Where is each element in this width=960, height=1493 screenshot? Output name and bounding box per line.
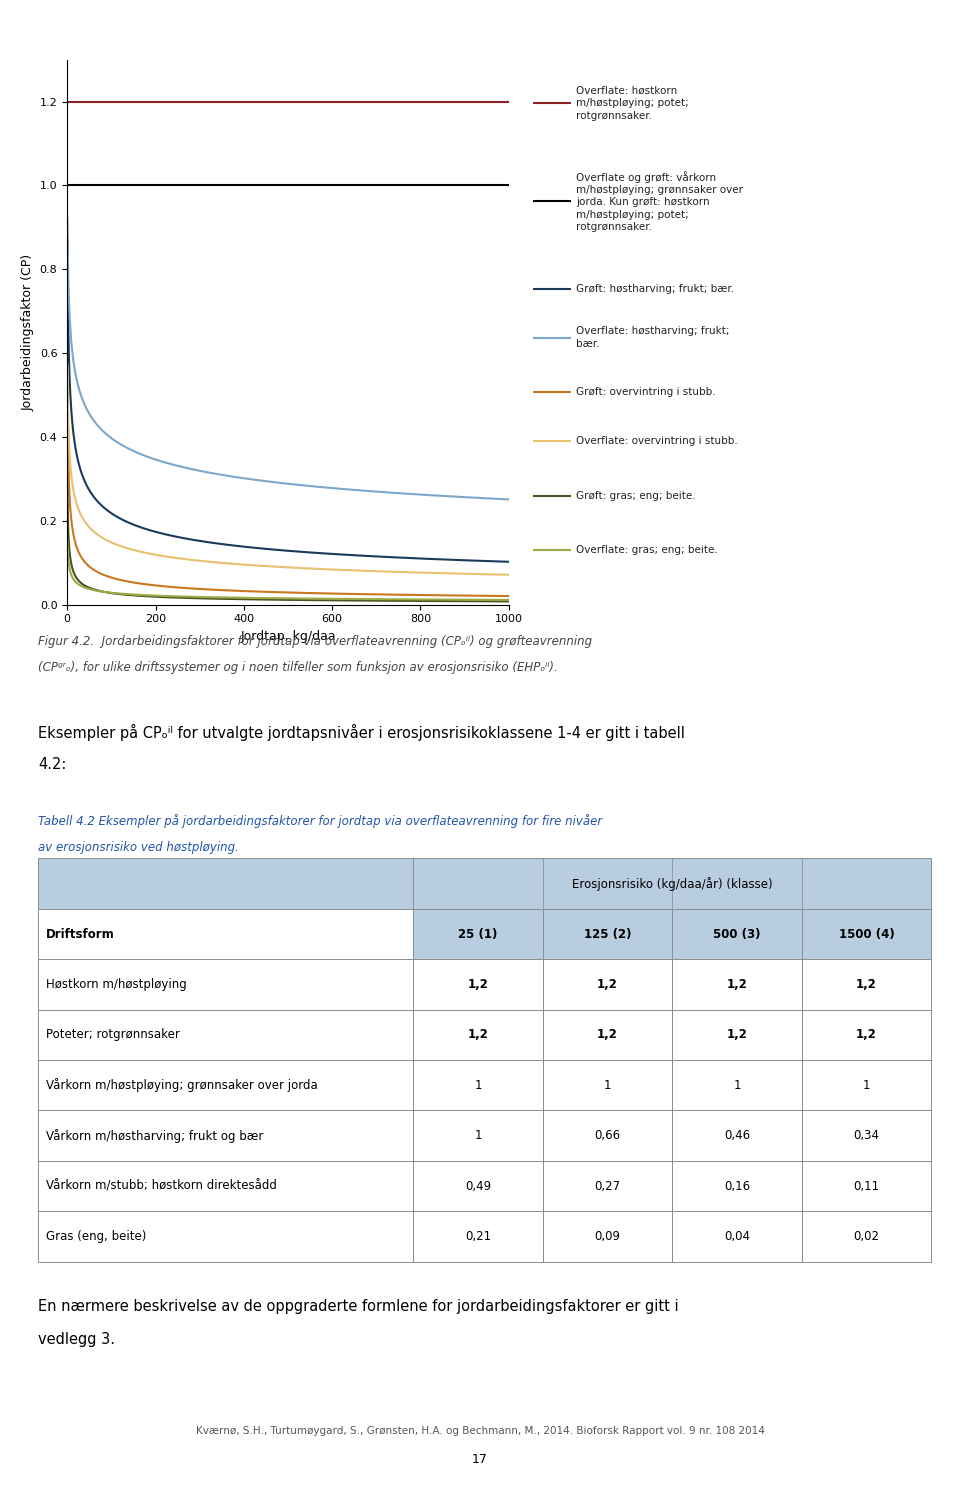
- Text: Figur 4.2.  Jordarbeidingsfaktorer for jordtap via overflateavrenning (CPₒⁱˡ) og: Figur 4.2. Jordarbeidingsfaktorer for jo…: [38, 635, 592, 648]
- X-axis label: Jordtap, kg/daa: Jordtap, kg/daa: [240, 630, 336, 643]
- Text: 1: 1: [604, 1079, 612, 1091]
- Text: Overflate: overvintring i stubb.: Overflate: overvintring i stubb.: [576, 436, 737, 446]
- Text: (CPᵍʳₒ), for ulike driftssystemer og i noen tilfeller som funksjon av erosjonsri: (CPᵍʳₒ), for ulike driftssystemer og i n…: [38, 661, 558, 675]
- Y-axis label: Jordarbeidingsfaktor (CP): Jordarbeidingsfaktor (CP): [21, 254, 35, 411]
- Text: 1,2: 1,2: [727, 978, 748, 991]
- Text: 0,11: 0,11: [853, 1179, 879, 1193]
- Text: 1,2: 1,2: [856, 978, 876, 991]
- Text: Poteter; rotgrønnsaker: Poteter; rotgrønnsaker: [46, 1029, 180, 1041]
- Text: 0,09: 0,09: [594, 1230, 620, 1242]
- Text: Overflate: høstkorn
m/høstpløying; potet;
rotgrønnsaker.: Overflate: høstkorn m/høstpløying; potet…: [576, 87, 688, 121]
- Text: 0,49: 0,49: [465, 1179, 492, 1193]
- Text: 125 (2): 125 (2): [584, 927, 632, 941]
- Text: Kværnø, S.H., Turtumøygard, S., Grønsten, H.A. og Bechmann, M., 2014. Bioforsk R: Kværnø, S.H., Turtumøygard, S., Grønsten…: [196, 1426, 764, 1436]
- Text: 17: 17: [472, 1453, 488, 1466]
- Text: En nærmere beskrivelse av de oppgraderte formlene for jordarbeidingsfaktorer er : En nærmere beskrivelse av de oppgraderte…: [38, 1299, 679, 1314]
- Text: Vårkorn m/stubb; høstkorn direktesådd: Vårkorn m/stubb; høstkorn direktesådd: [46, 1179, 276, 1193]
- Text: 1,2: 1,2: [468, 1029, 489, 1041]
- Text: 1: 1: [474, 1129, 482, 1142]
- Text: 1,2: 1,2: [468, 978, 489, 991]
- Text: 1,2: 1,2: [597, 978, 618, 991]
- Text: 500 (3): 500 (3): [713, 927, 760, 941]
- Text: 0,34: 0,34: [853, 1129, 879, 1142]
- Text: 1,2: 1,2: [856, 1029, 876, 1041]
- Text: Høstkorn m/høstpløying: Høstkorn m/høstpløying: [46, 978, 187, 991]
- Text: av erosjonsrisiko ved høstpløying.: av erosjonsrisiko ved høstpløying.: [38, 841, 239, 854]
- Text: 0,46: 0,46: [724, 1129, 750, 1142]
- Text: 0,21: 0,21: [465, 1230, 492, 1242]
- Text: Erosjonsrisiko (kg/daa/år) (klasse): Erosjonsrisiko (kg/daa/år) (klasse): [572, 876, 773, 891]
- Text: Gras (eng, beite): Gras (eng, beite): [46, 1230, 147, 1242]
- Text: Grøft: høstharving; frukt; bær.: Grøft: høstharving; frukt; bær.: [576, 284, 734, 294]
- Text: Overflate og grøft: vårkorn
m/høstpløying; grønnsaker over
jorda. Kun grøft: høs: Overflate og grøft: vårkorn m/høstpløyin…: [576, 170, 743, 231]
- Text: Grøft: overvintring i stubb.: Grøft: overvintring i stubb.: [576, 387, 715, 397]
- Text: 0,27: 0,27: [594, 1179, 620, 1193]
- Text: 1: 1: [863, 1079, 870, 1091]
- Text: Overflate: gras; eng; beite.: Overflate: gras; eng; beite.: [576, 545, 718, 555]
- Text: 0,16: 0,16: [724, 1179, 750, 1193]
- Text: 1: 1: [474, 1079, 482, 1091]
- Text: 1,2: 1,2: [597, 1029, 618, 1041]
- Text: Vårkorn m/høstpløying; grønnsaker over jorda: Vårkorn m/høstpløying; grønnsaker over j…: [46, 1078, 318, 1093]
- Text: Grøft: gras; eng; beite.: Grøft: gras; eng; beite.: [576, 491, 696, 500]
- Text: 0,02: 0,02: [853, 1230, 879, 1242]
- Text: Driftsform: Driftsform: [46, 927, 115, 941]
- Text: Tabell 4.2 Eksempler på jordarbeidingsfaktorer for jordtap via overflateavrennin: Tabell 4.2 Eksempler på jordarbeidingsfa…: [38, 814, 603, 827]
- Text: 4.2:: 4.2:: [38, 757, 67, 772]
- Text: 0,66: 0,66: [594, 1129, 620, 1142]
- Text: 1500 (4): 1500 (4): [839, 927, 895, 941]
- Text: Eksempler på CPₒⁱˡ for utvalgte jordtapsnivåer i erosjonsrisikoklassene 1-4 er g: Eksempler på CPₒⁱˡ for utvalgte jordtaps…: [38, 724, 685, 741]
- Text: 25 (1): 25 (1): [459, 927, 498, 941]
- Text: Vårkorn m/høstharving; frukt og bær: Vårkorn m/høstharving; frukt og bær: [46, 1129, 263, 1142]
- Text: 0,04: 0,04: [724, 1230, 750, 1242]
- Text: vedlegg 3.: vedlegg 3.: [38, 1332, 115, 1347]
- Text: 1,2: 1,2: [727, 1029, 748, 1041]
- Text: 1: 1: [733, 1079, 741, 1091]
- Text: Overflate: høstharving; frukt;
bær.: Overflate: høstharving; frukt; bær.: [576, 327, 730, 349]
